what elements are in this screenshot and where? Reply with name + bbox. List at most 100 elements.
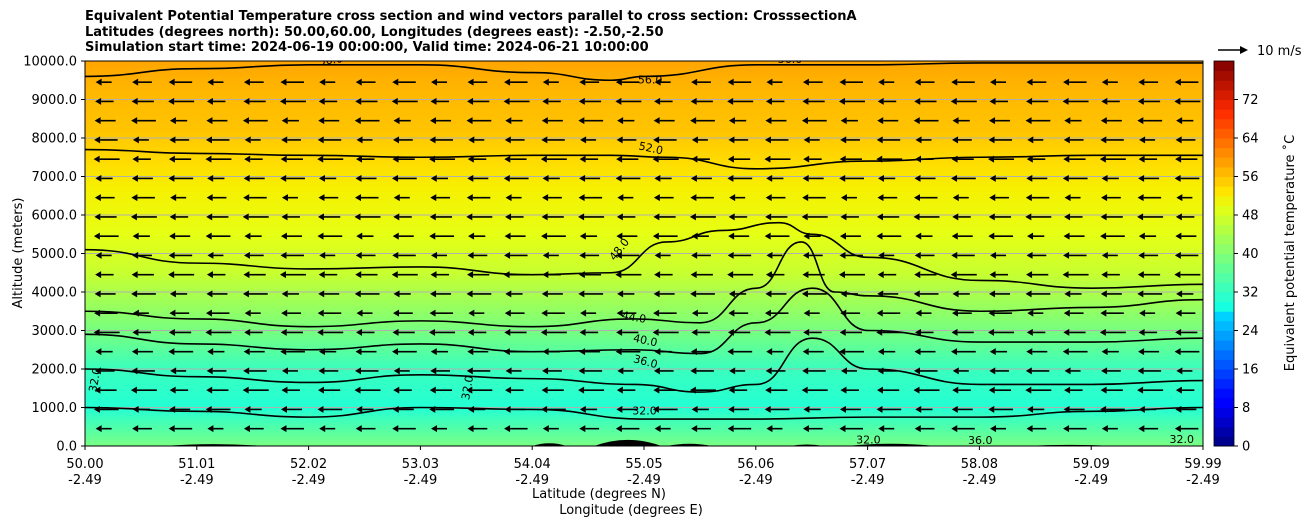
- x-tick-lon: -2.49: [515, 473, 549, 488]
- colorbar-band: [1214, 359, 1234, 370]
- wind-vector-head: [1176, 194, 1183, 202]
- x-axis: 50.00-2.4951.01-2.4952.02-2.4953.03-2.49…: [66, 446, 1222, 488]
- wind-vector-head: [354, 213, 361, 221]
- wind-vector-head: [468, 309, 475, 317]
- wind-vector-head: [281, 117, 288, 125]
- wind-vector-head: [951, 251, 958, 259]
- colorbar-band: [1214, 186, 1234, 197]
- x-tick-lon: -2.49: [851, 473, 885, 488]
- colorbar-band: [1214, 128, 1234, 139]
- wind-vector-head: [1101, 425, 1108, 433]
- wind-vectors: [93, 78, 1201, 433]
- contour-label: 44.0: [621, 309, 647, 326]
- wind-vector-head: [728, 117, 735, 125]
- colorbar-band: [1214, 301, 1234, 312]
- wind-vector-head: [654, 251, 661, 259]
- wind-vector-head: [766, 174, 773, 182]
- contour-line-40: [85, 287, 1203, 355]
- wind-vector-head: [429, 386, 436, 394]
- wind-vector-head: [393, 290, 400, 298]
- wind-vector-head: [988, 405, 995, 413]
- wind-vector-head: [802, 97, 809, 105]
- wind-vector-head: [429, 232, 436, 240]
- wind-vector-head: [1101, 271, 1108, 279]
- wind-vector-head: [840, 309, 847, 317]
- wind-vector-head: [206, 290, 213, 298]
- wind-vector-head: [467, 271, 474, 279]
- wind-vector-head: [243, 425, 250, 433]
- wind-vector-head: [317, 232, 324, 240]
- wind-vector-head: [355, 367, 361, 375]
- wind-vector-head: [652, 328, 659, 336]
- wind-vector-head: [840, 213, 847, 221]
- colorbar-band: [1214, 349, 1234, 360]
- wind-vector-head: [729, 194, 736, 202]
- wind-vector-head: [95, 78, 102, 86]
- wind-vector-head: [1174, 78, 1181, 86]
- wind-vector-head: [1175, 213, 1182, 221]
- wind-vector-head: [430, 348, 437, 356]
- wind-vector-head: [727, 271, 734, 279]
- x-tick-lon: -2.49: [1074, 473, 1108, 488]
- wind-vector-head: [764, 232, 771, 240]
- wind-vector-head: [1026, 155, 1033, 163]
- wind-vector-head: [1064, 117, 1071, 125]
- wind-vector-head: [431, 425, 438, 433]
- wind-vector-head: [243, 97, 250, 105]
- wind-vector-head: [130, 213, 137, 221]
- wind-vector-head: [654, 97, 661, 105]
- wind-vector-head: [952, 367, 959, 375]
- wind-vector-head: [317, 405, 324, 413]
- wind-vector-head: [504, 309, 511, 317]
- wind-vector-head: [1101, 174, 1108, 182]
- wind-vector-head: [652, 155, 659, 163]
- wind-vector-head: [505, 117, 512, 125]
- wind-vector-head: [1064, 194, 1071, 202]
- wind-vector-head: [94, 290, 101, 298]
- wind-vector-head: [1175, 328, 1182, 336]
- wind-vector-head: [728, 309, 735, 317]
- wind-vector-head: [951, 78, 958, 86]
- wind-vector-head: [542, 78, 549, 86]
- colorbar-band: [1214, 388, 1234, 399]
- wind-vector-head: [466, 386, 473, 394]
- wind-vector-head: [1137, 213, 1144, 221]
- colorbar-band: [1214, 426, 1234, 437]
- colorbar-band: [1214, 378, 1234, 389]
- wind-vector-head: [355, 348, 362, 356]
- wind-vector-head: [393, 194, 400, 202]
- x-tick-lon: -2.49: [963, 473, 997, 488]
- wind-vector-head: [728, 405, 735, 413]
- wind-vector-head: [541, 117, 548, 125]
- wind-vector-head: [727, 174, 734, 182]
- wind-vector-head: [914, 194, 920, 202]
- colorbar-band: [1214, 205, 1234, 216]
- wind-vector-head: [654, 271, 661, 279]
- wind-vector-head: [802, 194, 809, 202]
- wind-vector-head: [989, 367, 996, 375]
- wind-vector-head: [839, 78, 846, 86]
- wind-vector-head: [803, 155, 810, 163]
- wind-vector-head: [1138, 348, 1145, 356]
- wind-vector-head: [318, 117, 325, 125]
- wind-vector-head: [1025, 290, 1032, 298]
- wind-vector-head: [355, 174, 362, 182]
- wind-vector-head: [95, 174, 102, 182]
- wind-vector-head: [764, 155, 771, 163]
- wind-vector-head: [1176, 117, 1183, 125]
- wind-vector-head: [579, 405, 586, 413]
- wind-vector-head: [653, 194, 660, 202]
- wind-vector-head: [542, 174, 549, 182]
- wind-vector-head: [244, 232, 251, 240]
- wind-vector-head: [393, 367, 400, 375]
- wind-vector-head: [913, 213, 920, 221]
- wind-vector-head: [801, 290, 808, 298]
- wind-vector-head: [989, 290, 996, 298]
- wind-vector-head: [988, 155, 995, 163]
- wind-vector-head: [579, 251, 586, 259]
- wind-vector-head: [281, 136, 288, 144]
- wind-vector-head: [803, 309, 810, 317]
- colorbar-band: [1214, 215, 1234, 226]
- wind-vector-head: [915, 328, 921, 336]
- wind-vector-head: [169, 290, 176, 298]
